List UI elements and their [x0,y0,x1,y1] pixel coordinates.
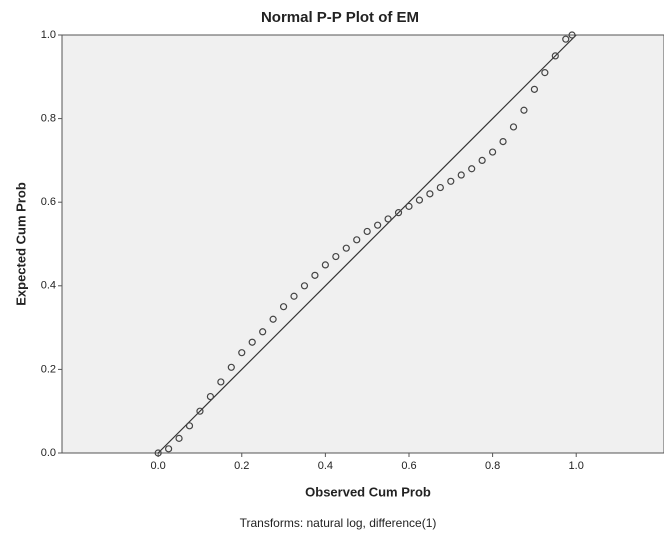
point [426,190,434,198]
point [384,215,392,223]
point [165,445,173,453]
point [405,202,413,210]
point [300,282,309,290]
y-tick-label: 0.0 [41,447,56,459]
point [394,209,403,217]
point [227,363,235,371]
point [520,106,528,114]
x-axis-title: Observed Cum Prob [305,484,431,499]
x-tick-label: 0.6 [401,460,416,472]
point [374,221,382,229]
point [551,52,559,60]
reference-line [157,34,577,454]
y-tick-label: 0.8 [41,113,56,125]
point [478,156,486,164]
y-axis-title: Expected Cum Prob [13,182,28,306]
point [321,261,329,269]
point [290,292,298,300]
point [468,165,476,173]
point [499,137,507,146]
point [488,148,497,156]
chart-title: Normal P-P Plot of EM [261,9,419,26]
point [568,31,576,39]
point [363,227,371,236]
point [415,196,424,204]
point [562,35,570,43]
y-tick-label: 0.4 [41,280,56,292]
point [353,236,361,244]
point [447,177,455,185]
point [342,244,350,252]
point [509,123,518,131]
point [530,85,539,93]
point [311,271,319,279]
plot-area [61,34,664,454]
point [332,252,340,261]
point [279,303,288,311]
point [457,171,465,179]
y-tick-label: 0.6 [41,196,56,208]
footnote: Transforms: natural log, difference(1) [240,516,437,530]
x-tick-label: 1.0 [569,460,584,472]
point [206,392,215,401]
y-tick-label: 0.2 [41,363,56,375]
y-tick-label: 1.0 [41,29,56,41]
point [196,407,204,415]
point [269,315,277,323]
point [154,449,162,457]
point [436,183,444,192]
point [248,338,256,346]
point [259,328,267,336]
x-tick-label: 0.2 [234,460,249,472]
x-tick-label: 0.0 [151,460,166,472]
point [217,378,225,386]
point [175,434,183,442]
x-tick-label: 0.8 [485,460,500,472]
x-tick-label: 0.4 [318,460,333,472]
point [238,349,246,357]
point [541,69,549,77]
point [185,422,194,430]
